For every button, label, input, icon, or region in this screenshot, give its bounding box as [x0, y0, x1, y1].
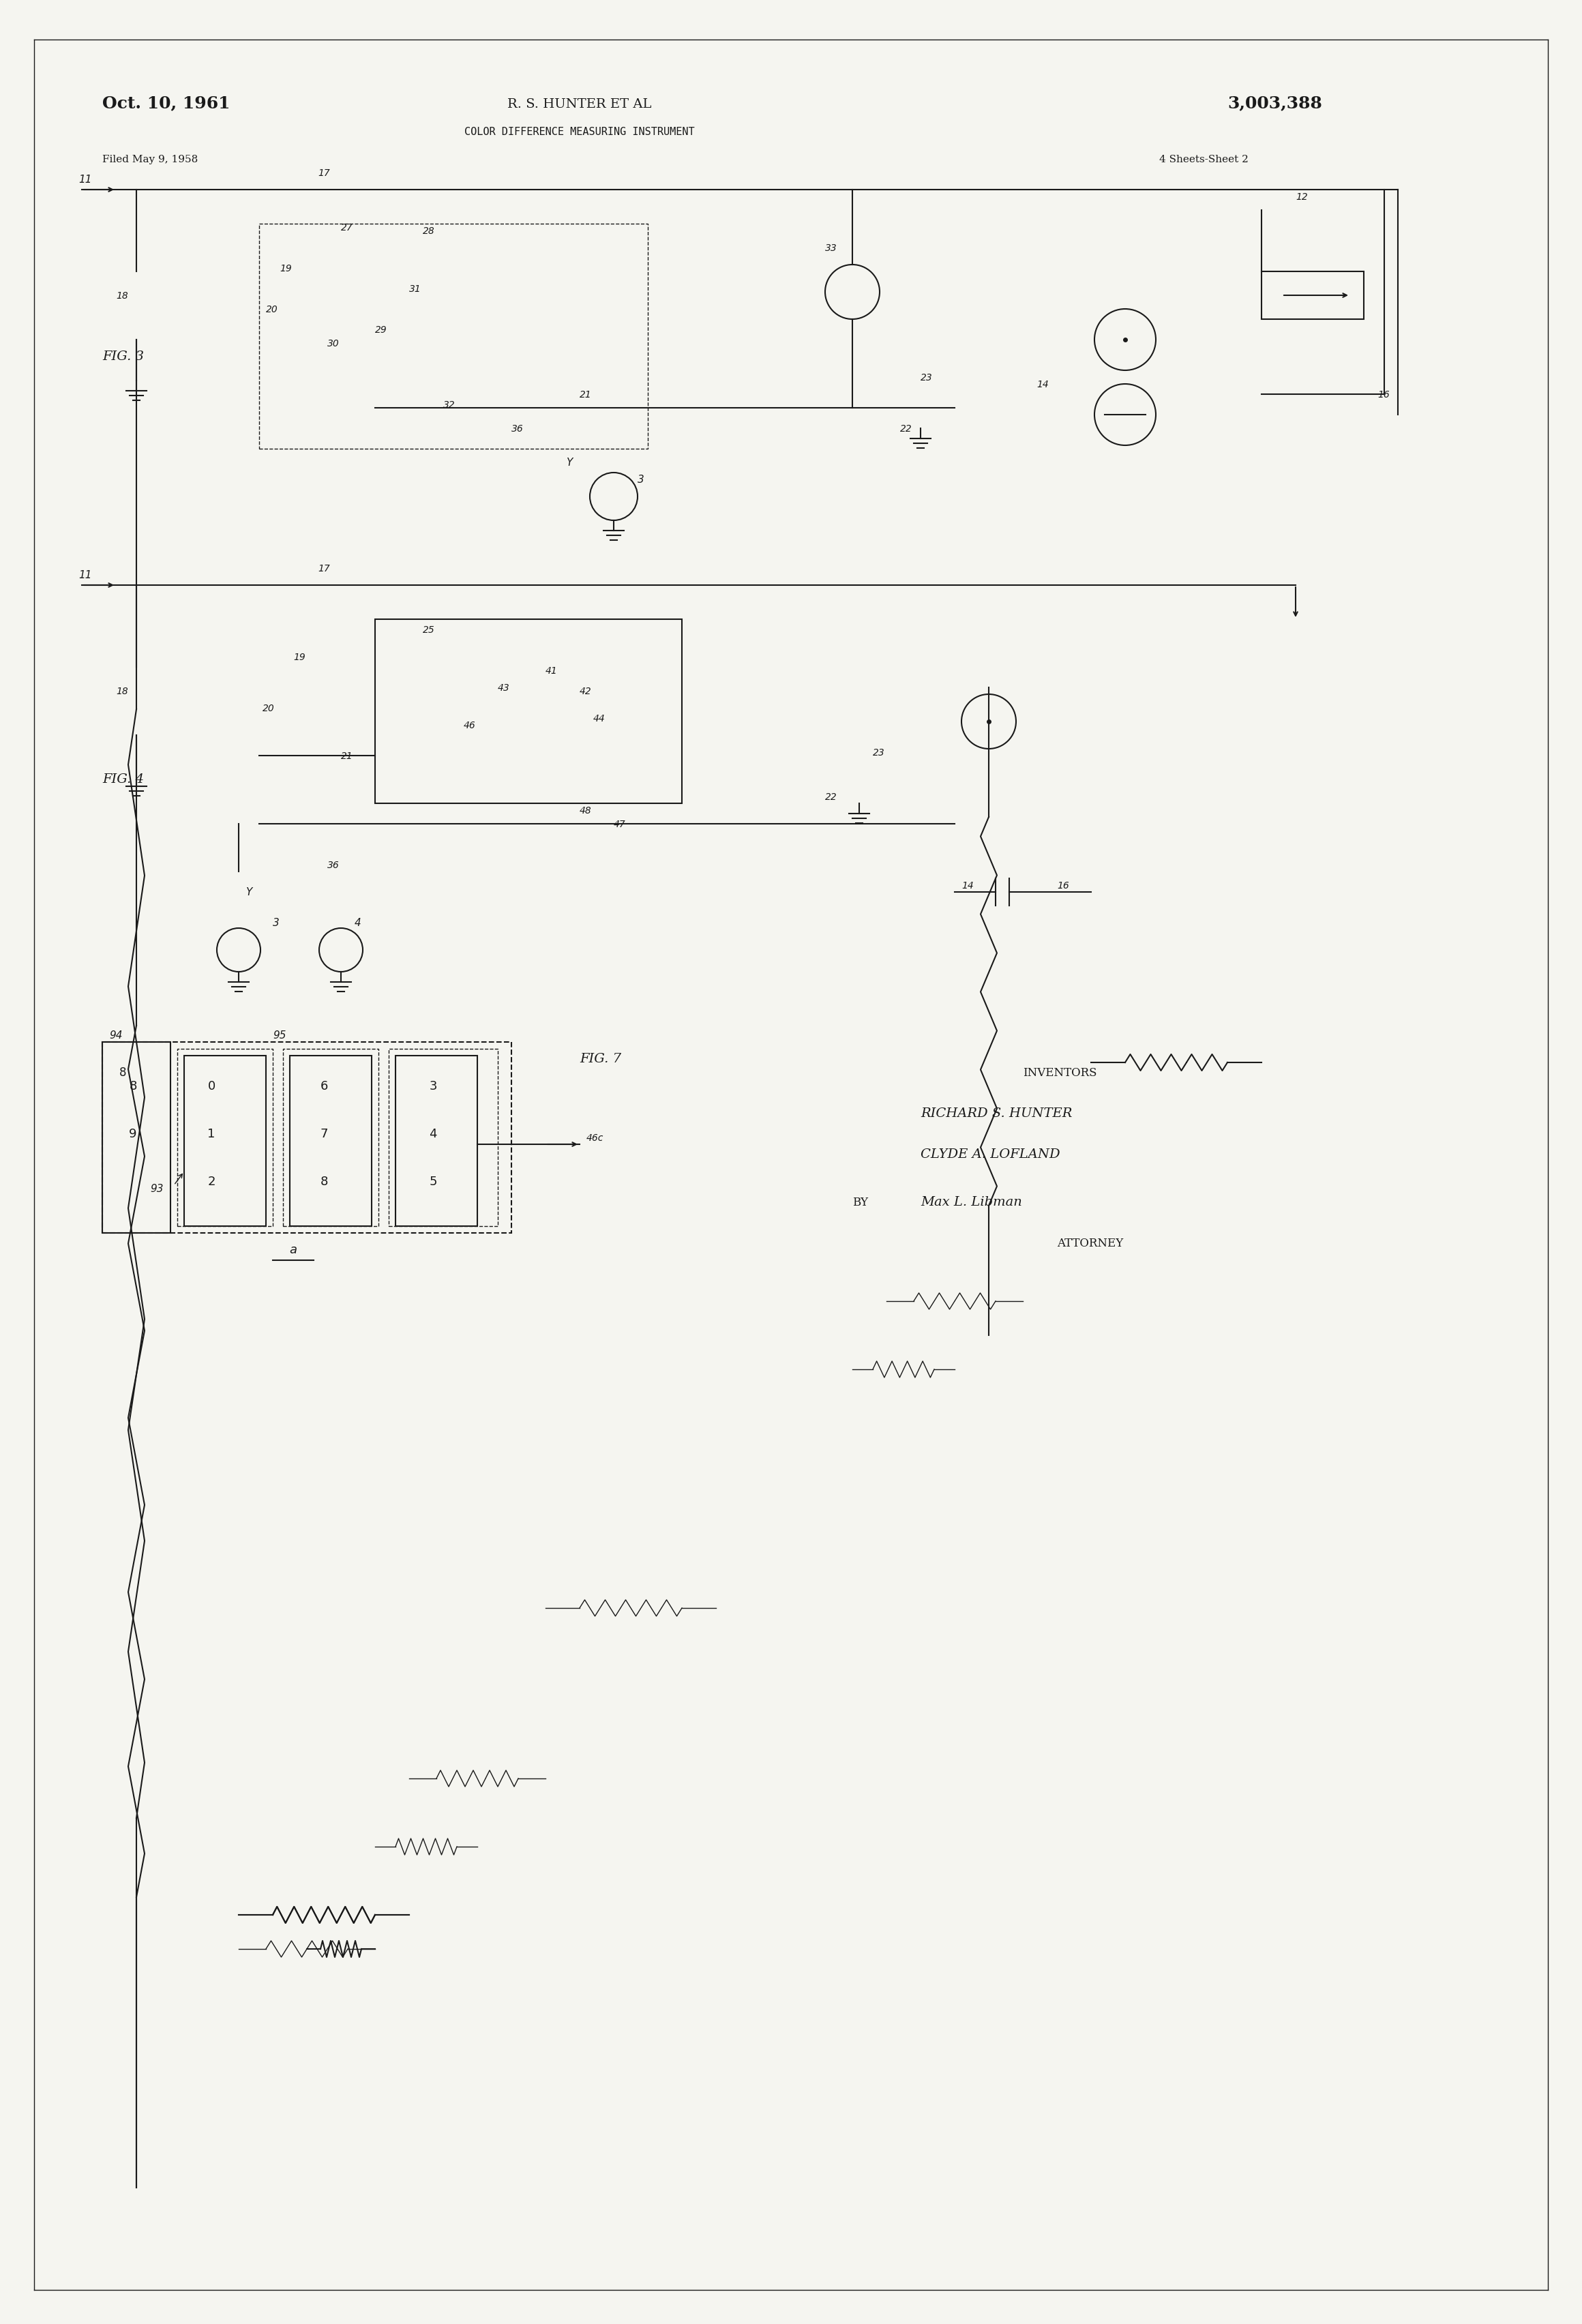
Text: 23: 23 [921, 374, 933, 383]
Text: 4: 4 [429, 1127, 437, 1141]
Text: 32: 32 [443, 400, 456, 409]
Bar [389, 1048, 498, 1227]
Text: FIG. 3: FIG. 3 [103, 351, 144, 363]
Bar [103, 1041, 511, 1234]
Text: Y: Y [566, 458, 573, 467]
Text: FIG. 4: FIG. 4 [103, 774, 144, 786]
Text: CLYDE A. LOFLAND: CLYDE A. LOFLAND [921, 1148, 1060, 1160]
Text: 3: 3 [638, 474, 644, 486]
Text: INVENTORS: INVENTORS [1024, 1067, 1096, 1078]
Text: COLOR DIFFERENCE MEASURING INSTRUMENT: COLOR DIFFERENCE MEASURING INSTRUMENT [465, 128, 694, 137]
Text: 8: 8 [119, 1067, 127, 1078]
Text: Filed May 9, 1958: Filed May 9, 1958 [103, 156, 198, 165]
Text: ATTORNEY: ATTORNEY [1057, 1239, 1123, 1250]
Text: 30: 30 [327, 339, 340, 349]
Text: 21: 21 [342, 751, 353, 760]
Text: 17: 17 [318, 167, 331, 179]
Text: 17: 17 [318, 565, 331, 574]
Text: 93: 93 [150, 1183, 163, 1195]
Text: R. S. HUNTER ET AL: R. S. HUNTER ET AL [508, 98, 652, 112]
Bar [103, 1041, 171, 1234]
Text: 8: 8 [130, 1081, 138, 1092]
Text: 11: 11 [79, 174, 92, 186]
Text: 4: 4 [354, 918, 361, 927]
Text: 95: 95 [272, 1030, 286, 1041]
Text: 3,003,388: 3,003,388 [1228, 95, 1323, 112]
Text: 6: 6 [320, 1081, 327, 1092]
Text: 27: 27 [342, 223, 353, 232]
Bar [375, 618, 682, 804]
Text: 22: 22 [826, 792, 837, 802]
Text: 94: 94 [109, 1030, 122, 1041]
Text: 42: 42 [579, 686, 592, 697]
Bar [1261, 272, 1364, 318]
Text: 33: 33 [826, 244, 837, 253]
Bar [290, 1055, 372, 1227]
Text: Y: Y [245, 888, 252, 897]
Text: 29: 29 [375, 325, 388, 335]
Text: BY: BY [853, 1197, 869, 1208]
Text: 48: 48 [579, 806, 592, 816]
Text: 11: 11 [79, 569, 92, 581]
Bar [395, 1055, 478, 1227]
Text: 14: 14 [1036, 379, 1049, 390]
Text: a: a [290, 1243, 297, 1255]
Text: RICHARD S. HUNTER: RICHARD S. HUNTER [921, 1109, 1073, 1120]
Text: 4 Sheets-Sheet 2: 4 Sheets-Sheet 2 [1160, 156, 1248, 165]
Text: 36: 36 [511, 425, 524, 435]
Bar [283, 1048, 378, 1227]
Text: 1: 1 [207, 1127, 215, 1141]
Text: Oct. 10, 1961: Oct. 10, 1961 [103, 95, 229, 112]
Text: Max L. Libman: Max L. Libman [921, 1197, 1022, 1208]
Text: 8: 8 [320, 1176, 327, 1188]
Text: 3: 3 [272, 918, 280, 927]
Text: 46: 46 [464, 720, 476, 730]
Text: 20: 20 [263, 704, 275, 713]
Text: 41: 41 [546, 667, 557, 676]
Text: 43: 43 [498, 683, 509, 693]
Text: 22: 22 [900, 425, 913, 435]
Text: 14: 14 [962, 881, 973, 890]
Text: 19: 19 [280, 265, 291, 274]
Text: 25: 25 [422, 625, 435, 634]
Text: 21: 21 [579, 390, 592, 400]
Text: 44: 44 [593, 713, 606, 723]
Text: 47: 47 [614, 820, 626, 830]
Bar [177, 1048, 272, 1227]
Text: 46c: 46c [587, 1134, 604, 1143]
Text: 23: 23 [873, 748, 884, 758]
Text: 20: 20 [266, 304, 278, 314]
Text: 3: 3 [429, 1081, 437, 1092]
Text: 12: 12 [1296, 193, 1308, 202]
Text: FIG. 7: FIG. 7 [579, 1053, 622, 1064]
Bar [259, 223, 647, 449]
Text: 7: 7 [320, 1127, 327, 1141]
Text: 19: 19 [293, 653, 305, 662]
Text: 16: 16 [1057, 881, 1069, 890]
Text: 18: 18 [115, 686, 128, 697]
Bar [184, 1055, 266, 1227]
Text: 18: 18 [115, 290, 128, 300]
Text: 0: 0 [207, 1081, 215, 1092]
Text: 5: 5 [429, 1176, 437, 1188]
Text: 36: 36 [327, 860, 340, 869]
Text: 31: 31 [410, 284, 421, 293]
Text: 2: 2 [207, 1176, 215, 1188]
Text: 28: 28 [422, 225, 435, 237]
Text: 9: 9 [130, 1127, 138, 1141]
Text: 16: 16 [1378, 390, 1389, 400]
